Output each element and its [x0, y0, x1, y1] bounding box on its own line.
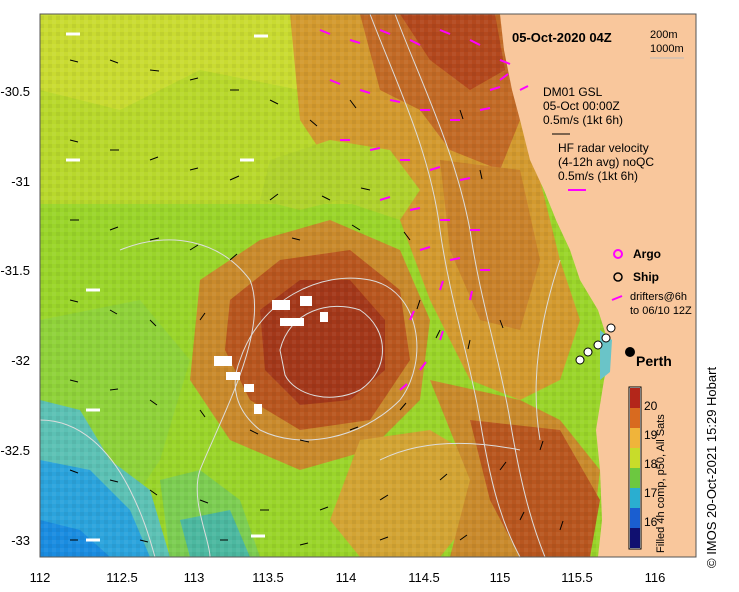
colorbar-label: Filled 4h comp, p50, All Sats [655, 414, 667, 553]
lon-tick: 116 [645, 570, 666, 585]
axis-frame [39, 13, 697, 558]
contour-legend-200m: 200m [650, 29, 678, 41]
colorbar-tick: 19 [644, 428, 658, 442]
hf-legend-line: 0.5m/s (1kt 6h) [558, 169, 638, 183]
lon-tick: 115.5 [561, 570, 593, 585]
drifter-legend-arrow [611, 295, 623, 301]
contour-legend-1000m: 1000m [650, 43, 684, 55]
ship-legend-marker [613, 272, 623, 282]
masked-pixels [214, 296, 328, 414]
drifter-legend-line: to 06/10 12Z [630, 305, 692, 317]
colorbar-tick: 18 [644, 457, 658, 471]
colorbar-tick: 17 [644, 486, 658, 500]
hf-legend: HF radar velocity (4-12h avg) noQC 0.5m/… [558, 141, 654, 191]
drifter-legend-line: drifters@6h [630, 291, 687, 303]
lat-tick: -30.5 [0, 84, 30, 99]
lon-tick: 115 [490, 570, 511, 585]
lat-tick: -31 [11, 174, 30, 189]
colorbar-ticks: 20 19 18 17 16 [644, 399, 658, 529]
lat-tick: -32 [11, 353, 30, 368]
argo-legend-label: Argo [633, 247, 661, 261]
land [500, 14, 696, 557]
argo-legend-marker [613, 249, 623, 259]
lon-tick: 114.5 [408, 570, 440, 585]
ship-legend-label: Ship [633, 270, 659, 284]
gsl-legend: DM01 GSL 05-Oct 00:00Z 0.5m/s (1kt 6h) [543, 85, 623, 135]
gsl-legend-line: 0.5m/s (1kt 6h) [543, 113, 623, 127]
lon-tick: 113 [184, 570, 205, 585]
gsl-legend-line: DM01 GSL [543, 85, 603, 99]
sst-field [40, 14, 696, 557]
lon-tick: 113.5 [252, 570, 284, 585]
lon-tick: 112 [30, 570, 51, 585]
lon-tick-labels: 112 112.5 113 113.5 114 114.5 115 115.5 … [30, 570, 666, 585]
hf-legend-line: HF radar velocity [558, 141, 649, 155]
lat-tick: -31.5 [0, 263, 30, 278]
colorbar-tick: 16 [644, 515, 658, 529]
colorbar [628, 386, 642, 550]
map-title: 05-Oct-2020 04Z [512, 30, 612, 45]
lat-tick: -32.5 [0, 443, 30, 458]
ship-positions [575, 323, 616, 365]
gsl-velocity-arrows [69, 59, 564, 546]
perth-marker [625, 347, 635, 357]
city-label: Perth [636, 353, 672, 369]
estuary [600, 330, 612, 380]
hf-legend-line: (4-12h avg) noQC [558, 155, 654, 169]
lon-tick: 112.5 [106, 570, 138, 585]
lat-tick-labels: -30.5 -31 -31.5 -32 -32.5 -33 [0, 84, 30, 548]
colorbar-tick: 20 [644, 399, 658, 413]
credit-text: © IMOS 20-Oct-2021 15:29 Hobart [704, 366, 719, 568]
lon-tick: 114 [336, 570, 357, 585]
bathymetry-contours [39, 13, 561, 558]
hf-radar-arrows [319, 29, 529, 391]
lat-tick: -33 [11, 533, 30, 548]
drifter-arrows [66, 32, 268, 542]
gsl-legend-line: 05-Oct 00:00Z [543, 99, 620, 113]
